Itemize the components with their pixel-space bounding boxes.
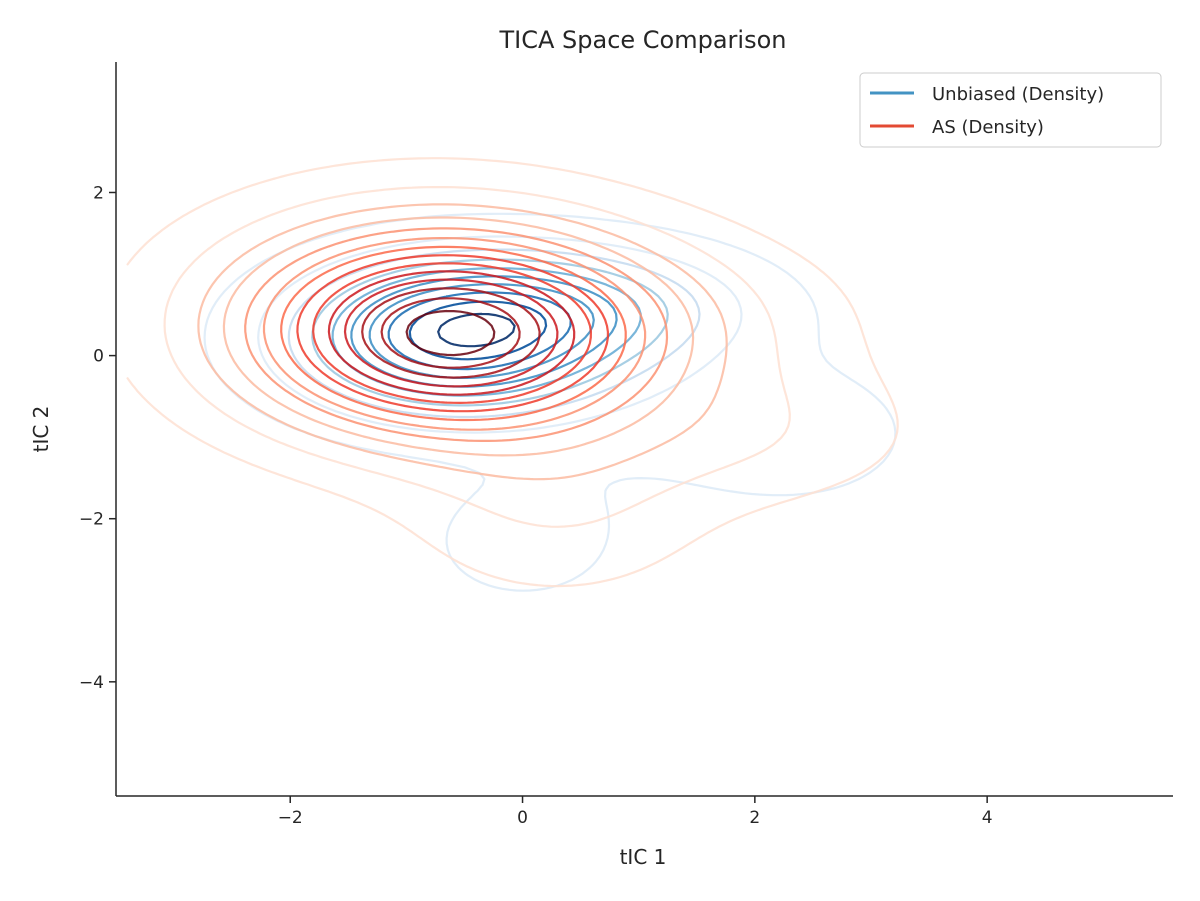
contour-level-as [262, 237, 647, 431]
legend: Unbiased (Density) AS (Density) [859, 72, 1162, 148]
contour-level-unbiased [287, 248, 701, 419]
x-tick-label: −2 [278, 808, 303, 828]
contour-level-as [327, 270, 576, 396]
x-tick-label: 2 [749, 808, 760, 828]
y-tick-label: 0 [93, 347, 104, 367]
contour-level-as [312, 262, 592, 404]
x-axis-label: tIC 1 [620, 845, 667, 869]
legend-label-unbiased: Unbiased (Density) [932, 84, 1104, 105]
x-ticks: −2 0 2 4 [278, 796, 993, 828]
contour-level-as [343, 278, 559, 388]
chart-title: TICA Space Comparison [498, 26, 786, 54]
contour-level-as [222, 216, 695, 457]
contour-level-as [405, 309, 496, 357]
contour-level-as [361, 287, 541, 379]
contour-level-as [296, 254, 609, 413]
axes [115, 62, 1173, 797]
x-tick-label: 4 [982, 808, 993, 828]
y-tick-label: −2 [79, 510, 104, 530]
contour-level-as [126, 157, 899, 588]
legend-frame [859, 72, 1162, 148]
x-tick-label: 0 [517, 808, 528, 828]
contour-level-as [380, 297, 521, 369]
contour-level-as [280, 245, 627, 422]
contour-level-as [197, 203, 728, 481]
y-tick-label: 2 [93, 183, 104, 203]
contour-level-as [244, 227, 669, 442]
legend-label-as: AS (Density) [932, 117, 1044, 138]
density-contours [126, 157, 899, 592]
contour-level-as [163, 186, 791, 528]
y-axis-label: tIC 2 [29, 406, 53, 453]
y-tick-label: −4 [79, 673, 104, 693]
y-ticks: −4 −2 0 2 [79, 183, 116, 693]
